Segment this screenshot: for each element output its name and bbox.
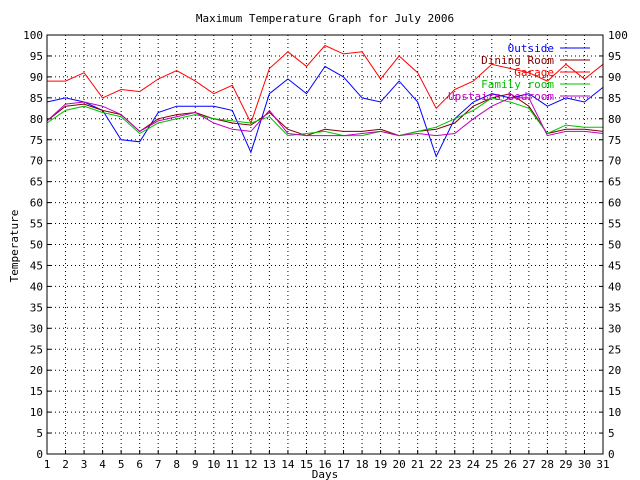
y-tick-label-right: 15 <box>608 385 621 398</box>
x-tick-label: 25 <box>485 458 498 471</box>
y-tick-label-right: 50 <box>608 239 621 252</box>
chart-title: Maximum Temperature Graph for July 2006 <box>196 12 454 25</box>
x-tick-label: 8 <box>173 458 180 471</box>
x-tick-label: 13 <box>263 458 276 471</box>
y-tick-label-left: 95 <box>30 50 43 63</box>
x-axis-label: Days <box>312 468 339 480</box>
y-tick-label-right: 90 <box>608 71 621 84</box>
legend-label-dining-room: Dining Room <box>481 54 554 67</box>
y-tick-label-left: 90 <box>30 71 43 84</box>
y-tick-label-left: 15 <box>30 385 43 398</box>
series-lines <box>46 44 604 158</box>
x-tick-label: 3 <box>81 458 88 471</box>
y-tick-label-right: 65 <box>608 176 621 189</box>
plot-frame <box>46 34 604 455</box>
series-line-upstairs-bedroom <box>46 97 604 137</box>
y-tick-label-right: 20 <box>608 364 621 377</box>
x-axis: 1 2 3 4 5 6 7 8 9 10 11 12 13 14 15 16 17 18 19 20 21 22 23 24 2… <box>44 450 610 471</box>
y-tick-label-right: 30 <box>608 322 621 335</box>
x-tick-label: 4 <box>99 458 106 471</box>
y-tick-label-left: 40 <box>30 280 43 293</box>
legend-label-upstairs-bedroom: Upstairs bedroom <box>448 90 554 103</box>
y-tick-label-right: 35 <box>608 301 621 314</box>
x-tick-label: 16 <box>318 458 331 471</box>
y-tick-label-right: 10 <box>608 406 621 419</box>
x-tick-label: 28 <box>541 458 554 471</box>
x-tick-label: 9 <box>192 458 199 471</box>
x-tick-label: 12 <box>244 458 257 471</box>
y-tick-label-left: 75 <box>30 134 43 147</box>
x-tick-label: 18 <box>355 458 368 471</box>
x-tick-label: 20 <box>393 458 406 471</box>
y-tick-label-left: 60 <box>30 197 43 210</box>
x-tick-label: 6 <box>136 458 143 471</box>
x-tick-label: 2 <box>62 458 69 471</box>
x-tick-label: 1 <box>44 458 51 471</box>
series-line-garage <box>47 44 604 125</box>
x-tick-label: 11 <box>226 458 239 471</box>
x-tick-label: 30 <box>578 458 591 471</box>
y-tick-label-right: 70 <box>608 155 621 168</box>
x-tick-label: 10 <box>207 458 220 471</box>
y-tick-label-left: 80 <box>30 113 43 126</box>
y-tick-label-left: 50 <box>30 239 43 252</box>
y-axis-right: 0 5 10 15 20 25 30 35 40 45 50 55 60 65 70 75 80 85 90 95 10… <box>599 29 628 461</box>
y-tick-label-left: 55 <box>30 218 43 231</box>
y-axis-left: 0 5 10 15 20 25 30 35 40 45 50 55 60 65 70 75 80 85 90 95 10… <box>23 29 51 461</box>
y-tick-label-right: 85 <box>608 92 621 105</box>
x-tick-label: 21 <box>411 458 424 471</box>
x-tick-label: 22 <box>430 458 443 471</box>
x-tick-label: 24 <box>467 458 481 471</box>
y-tick-label-left: 65 <box>30 176 43 189</box>
x-tick-label: 31 <box>596 458 609 471</box>
y-axis-label: Temperature <box>8 210 21 283</box>
y-tick-label-left: 70 <box>30 155 43 168</box>
y-tick-label-right: 75 <box>608 134 621 147</box>
y-tick-label-right: 5 <box>608 427 615 440</box>
y-tick-label-left: 10 <box>30 406 43 419</box>
y-tick-label-right: 45 <box>608 259 621 272</box>
y-tick-label-left: 100 <box>23 29 43 42</box>
y-tick-label-left: 5 <box>36 427 43 440</box>
x-tick-label: 26 <box>504 458 517 471</box>
y-tick-label-left: 30 <box>30 322 43 335</box>
x-tick-label: 17 <box>337 458 350 471</box>
y-tick-label-right: 55 <box>608 218 621 231</box>
y-tick-label-left: 20 <box>30 364 43 377</box>
x-tick-label: 5 <box>118 458 125 471</box>
x-tick-label: 23 <box>448 458 461 471</box>
x-tick-label: 19 <box>374 458 387 471</box>
x-tick-label: 14 <box>281 458 295 471</box>
y-tick-label-right: 0 <box>608 448 615 461</box>
x-tick-label: 27 <box>522 458 535 471</box>
y-tick-label-left: 0 <box>36 448 43 461</box>
x-tick-label: 29 <box>559 458 572 471</box>
y-tick-label-left: 35 <box>30 301 43 314</box>
y-tick-label-right: 95 <box>608 50 621 63</box>
y-tick-label-left: 25 <box>30 343 43 356</box>
legend-label-family-room: Family room <box>481 78 554 91</box>
y-tick-label-right: 40 <box>608 280 621 293</box>
grid-lines <box>47 35 603 454</box>
x-tick-label: 15 <box>300 458 313 471</box>
y-tick-label-right: 25 <box>608 343 621 356</box>
legend-label-garage: Garage <box>514 66 554 79</box>
y-tick-label-right: 60 <box>608 197 621 210</box>
y-tick-label-right: 100 <box>608 29 628 42</box>
x-tick-label: 7 <box>155 458 162 471</box>
y-tick-label-right: 80 <box>608 113 621 126</box>
y-tick-label-left: 85 <box>30 92 43 105</box>
legend-label-outside: Outside <box>508 42 554 55</box>
series-line-family-room <box>46 97 603 137</box>
y-tick-label-left: 45 <box>30 259 43 272</box>
